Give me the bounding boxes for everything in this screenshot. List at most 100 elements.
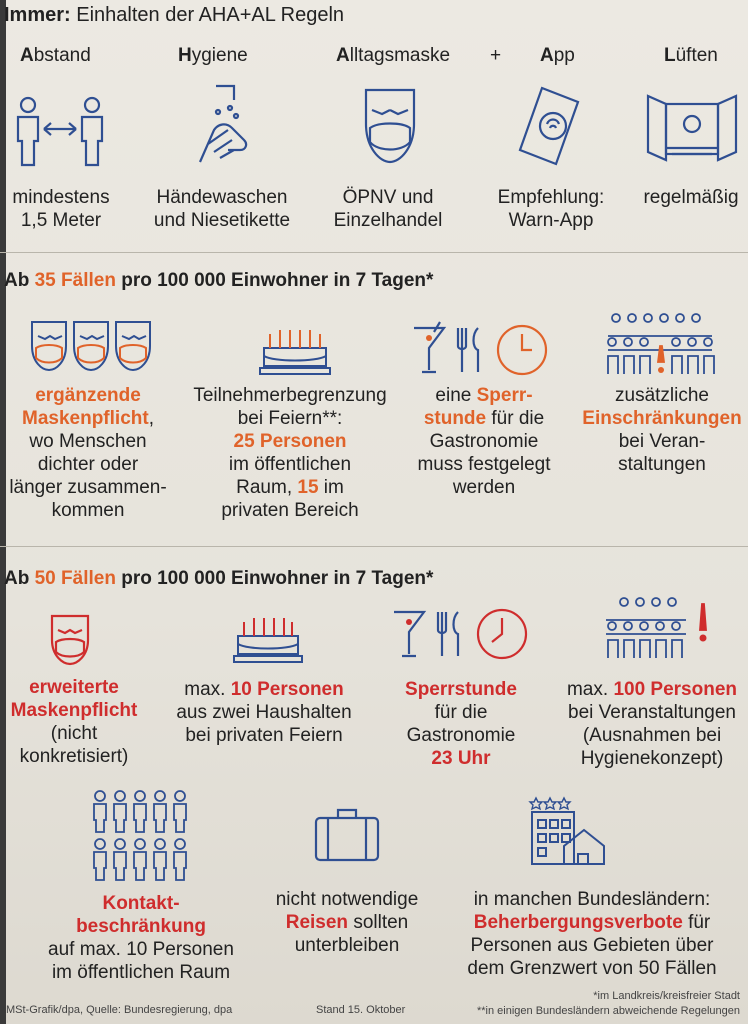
red-mask-icon xyxy=(50,614,90,666)
aha-heading-lueften: Lüften xyxy=(664,44,718,67)
text-line: für die xyxy=(434,702,488,723)
phone-app-icon xyxy=(518,86,580,166)
open-window-icon xyxy=(646,94,738,162)
text-line: ergänzende xyxy=(35,385,141,406)
heading-pre: Ab xyxy=(4,270,35,291)
title-rest: Einhalten der AHA+AL Regeln xyxy=(70,4,345,26)
aha-desc-abstand: mindestens 1,5 Meter xyxy=(0,186,122,232)
text-line: zusätzliche xyxy=(615,385,709,406)
text-line: (Ausnahmen bei xyxy=(582,725,722,746)
text-line-highlight: Kontakt- xyxy=(102,893,180,914)
text-line: dem Grenzwert von 50 Fällen xyxy=(467,958,717,979)
s50-curfew-text: Sperrstunde für die Gastronomie 23 Uhr xyxy=(380,678,542,770)
s50-private-parties-text: max. 10 Personen aus zwei Haushalten bei… xyxy=(166,678,362,747)
aha-rest: ygiene xyxy=(191,45,248,66)
aha-rest: lltagsmaske xyxy=(349,45,451,66)
text-line: bei Veranstaltungen xyxy=(568,702,736,723)
text-line: bei Feiern**: xyxy=(237,408,343,429)
aha-letter: A xyxy=(336,45,350,66)
footer-date: Stand 15. Oktober xyxy=(316,1004,406,1016)
s50-travel-text: nicht notwendige Reisen sollten unterble… xyxy=(262,888,432,957)
text-line: im öffentlichen xyxy=(228,454,352,475)
text-line: unterbleiben xyxy=(294,935,400,956)
text-line-highlight: Maskenpflicht xyxy=(10,700,138,721)
page-edge-shadow xyxy=(0,0,6,1024)
footer-note-1: *im Landkreis/kreisfreier Stadt xyxy=(593,990,740,1002)
heading-pre: Ab xyxy=(4,568,35,589)
text-line: max. xyxy=(184,679,231,700)
heading-post: pro 100 000 Einwohner in 7 Tagen* xyxy=(115,568,434,589)
text-line: Teilnehmerbegrenzung xyxy=(193,385,387,406)
aha-letter: A xyxy=(540,45,554,66)
text-line: , xyxy=(148,408,154,429)
desc-line: regelmäßig xyxy=(643,187,739,208)
crowd-limit-icon xyxy=(606,597,707,658)
text-line-highlight: Sperr- xyxy=(476,385,533,406)
text-line-highlight: Sperrstunde xyxy=(405,679,517,700)
aha-letter: H xyxy=(178,45,192,66)
text-line: (nicht xyxy=(50,723,98,744)
aha-rest: pp xyxy=(553,45,575,66)
three-masks-icon xyxy=(31,321,151,372)
page-title: Immer: Einhalten der AHA+AL Regeln xyxy=(4,4,344,27)
text-line: in manchen Bundesländern: xyxy=(473,889,711,910)
desc-line: 1,5 Meter xyxy=(20,210,102,231)
s50-contact-text: Kontakt- beschränkung auf max. 10 Person… xyxy=(26,892,256,984)
glass-cutlery-clock-red-icon xyxy=(394,608,528,660)
s35-events-text: zusätzliche Einschränkungen bei Veran- s… xyxy=(576,384,748,476)
glass-cutlery-clock-icon xyxy=(414,321,548,376)
s35-curfew-text: eine Sperr- stunde für die Gastronomie m… xyxy=(404,384,564,499)
birthday-cake-icon-red xyxy=(233,618,303,663)
text-line: bei Veran- xyxy=(618,431,706,452)
text-line: für xyxy=(682,912,711,933)
aha-letter: A xyxy=(20,45,34,66)
text-line-highlight: erweiterte xyxy=(29,677,119,698)
text-line: sollten xyxy=(348,912,409,933)
text-line: privaten Bereich xyxy=(221,500,359,521)
text-line: staltungen xyxy=(618,454,706,475)
text-line: länger zusammen- xyxy=(9,477,167,498)
s50-masks-text: erweiterte Maskenpflicht (nicht konkreti… xyxy=(0,676,148,768)
desc-line: ÖPNV und xyxy=(342,187,434,208)
text-line: aus zwei Haushalten xyxy=(176,702,352,723)
text-line-highlight: stunde xyxy=(423,408,487,429)
text-line: werden xyxy=(452,477,516,498)
text-line: konkretisiert) xyxy=(19,746,129,767)
s35-participants-text: Teilnehmerbegrenzung bei Feiern**: 25 Pe… xyxy=(190,384,390,522)
desc-line: Empfehlung: xyxy=(497,187,605,208)
distance-people-icon xyxy=(16,96,104,167)
section-divider xyxy=(0,252,748,253)
text-line-highlight: beschränkung xyxy=(76,916,206,937)
s50-events-text: max. 100 Personen bei Veranstaltungen (A… xyxy=(556,678,748,770)
text-line: Gastronomie xyxy=(406,725,516,746)
aha-rest: üften xyxy=(675,45,718,66)
aha-heading-alltagsmaske: Alltagsmaske xyxy=(336,44,450,67)
text-line: wo Menschen xyxy=(29,431,147,452)
desc-line: mindestens xyxy=(12,187,110,208)
suitcase-icon xyxy=(314,808,380,862)
aha-rest: bstand xyxy=(33,45,91,66)
text-line: nicht notwendige xyxy=(275,889,419,910)
aha-heading-abstand: Abstand xyxy=(20,44,91,67)
group-of-ten-icon xyxy=(93,790,187,881)
s35-masks-text: ergänzende Maskenpflicht, wo Menschen di… xyxy=(0,384,176,522)
aha-desc-hygiene: Händewaschen und Niesetikette xyxy=(142,186,302,232)
text-line-highlight: Maskenpflicht xyxy=(22,408,149,429)
desc-line: Warn-App xyxy=(508,210,594,231)
text-line: kommen xyxy=(51,500,125,521)
text-line: Gastronomie xyxy=(429,431,539,452)
text-line-highlight: Reisen xyxy=(285,912,349,933)
face-mask-icon xyxy=(364,88,416,164)
footer-note-2: **in einigen Bundesländern abweichende R… xyxy=(477,1005,740,1017)
text-line-highlight: 100 Personen xyxy=(613,679,738,700)
text-line: im xyxy=(318,477,344,498)
text-line-highlight: Beherbergungsverbote xyxy=(473,912,683,933)
text-line: für die xyxy=(486,408,545,429)
heading-number: 35 Fällen xyxy=(34,270,116,291)
birthday-cake-icon xyxy=(259,330,331,375)
aha-letter: L xyxy=(664,45,676,66)
aha-heading-hygiene: Hygiene xyxy=(178,44,248,67)
text-line: dichter oder xyxy=(37,454,139,475)
text-line: muss festgelegt xyxy=(417,454,551,475)
